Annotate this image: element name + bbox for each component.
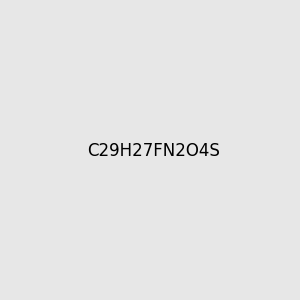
Text: C29H27FN2O4S: C29H27FN2O4S [87,142,220,160]
